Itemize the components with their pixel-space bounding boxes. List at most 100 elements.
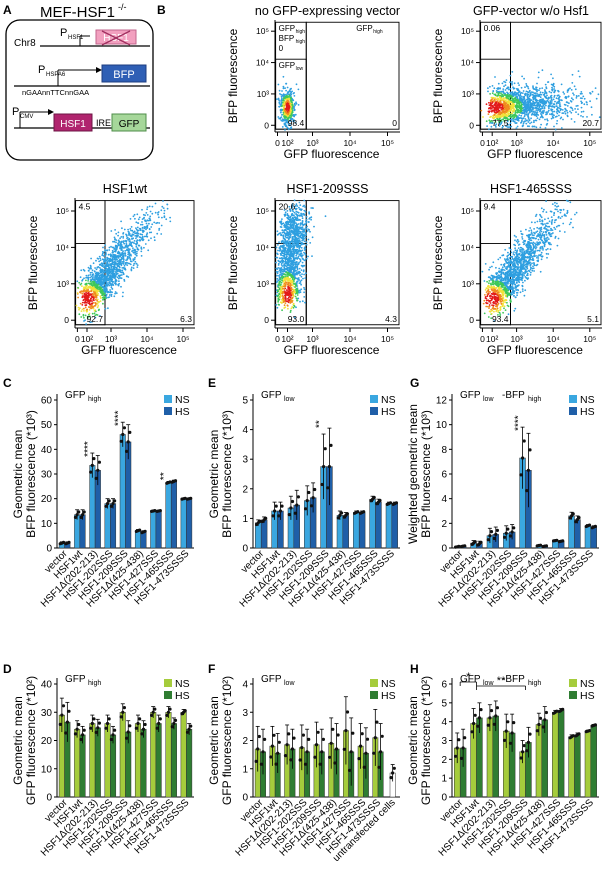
flow-event [516,101,519,104]
flow-event [503,108,506,111]
flow-event [287,307,289,310]
flow-event [148,231,151,234]
flow-event [116,272,119,275]
flow-event [104,297,107,300]
flow-event [532,94,535,96]
flow-event [294,216,296,218]
flow-event [279,117,282,120]
flow-x-tick-label: 0 [480,138,485,148]
flow-event [494,103,496,106]
flow-event [115,256,118,259]
gate-value-zero: 0 [279,44,284,53]
flow-event [527,91,530,94]
flow-event [109,289,111,291]
flow-event [513,82,516,85]
flow-event [87,299,90,301]
flow-event [530,121,533,124]
flow-event [146,232,149,235]
gate-high [305,21,400,130]
flow-event [306,230,309,232]
flow-event [110,295,113,297]
flow-event [550,117,553,120]
flow-event [586,116,588,118]
flow-event [115,248,118,251]
flow-event [570,89,573,91]
flow-event [87,291,90,294]
flow-event [550,96,553,99]
flow-event [282,257,284,259]
flow-event [495,126,497,128]
flow-event [504,100,507,103]
flow-event [303,286,305,289]
flow-event [102,296,105,298]
flow-event [575,105,578,107]
flow-event [98,279,101,281]
flow-event [530,114,533,116]
flow-event [122,237,125,239]
flow-event [544,102,547,105]
flow-event [92,293,94,296]
flow-event [560,127,563,129]
flow-event [294,235,296,238]
flow-event [110,284,112,286]
flow-event [292,247,295,249]
flow-event [512,107,515,110]
flow-event [157,216,160,219]
flow-event [291,296,294,299]
flow-event [506,126,509,128]
flow-event [140,250,143,253]
flow-event [91,287,94,290]
flow-event [140,247,143,250]
flow-event [120,220,122,223]
flow-event [81,304,84,306]
flow-event [111,268,113,271]
flow-event [499,87,501,90]
flow-event [487,87,489,90]
flow-event [533,113,536,116]
flow-event [538,106,541,109]
flow-event [303,214,306,216]
flow-event [161,216,163,219]
flow-event [551,86,553,89]
flow-event [513,100,516,103]
flow-event [98,286,100,289]
flow-event [88,309,91,311]
flow-event [113,267,115,269]
flow-event [496,117,499,120]
flow-event [583,97,586,100]
flow-event [492,109,495,112]
flow-event [493,111,496,113]
flow-event [530,106,533,109]
flow-x-label: GFP fluorescence [81,343,177,357]
flow-event [117,277,120,280]
flow-event [127,230,130,233]
flow-event [546,119,549,122]
flow-event [541,69,544,72]
flow-event [529,94,532,96]
flow-event [519,99,521,102]
flow-event [530,104,532,107]
flow-event [275,294,278,297]
flow-event [115,292,118,295]
flow-event [294,225,297,228]
flow-event [544,83,547,86]
flow-event [117,234,119,237]
flow-event [276,306,279,309]
flow-event [147,249,150,252]
flow-event [105,288,108,291]
flow-event [290,126,293,128]
flow-event [129,257,132,260]
flow-event [286,304,289,307]
gate-label-gfp-low: GFP [279,61,295,70]
flow-event [558,102,561,104]
flow-event [116,270,119,273]
flow-event [100,297,102,299]
flow-event [288,101,290,104]
flow-event [95,268,98,271]
flow-event [546,99,549,102]
flow-event [119,247,121,250]
flow-event [158,222,161,224]
flow-event [539,87,541,90]
flow-event [91,302,93,305]
flow-event [83,316,85,319]
